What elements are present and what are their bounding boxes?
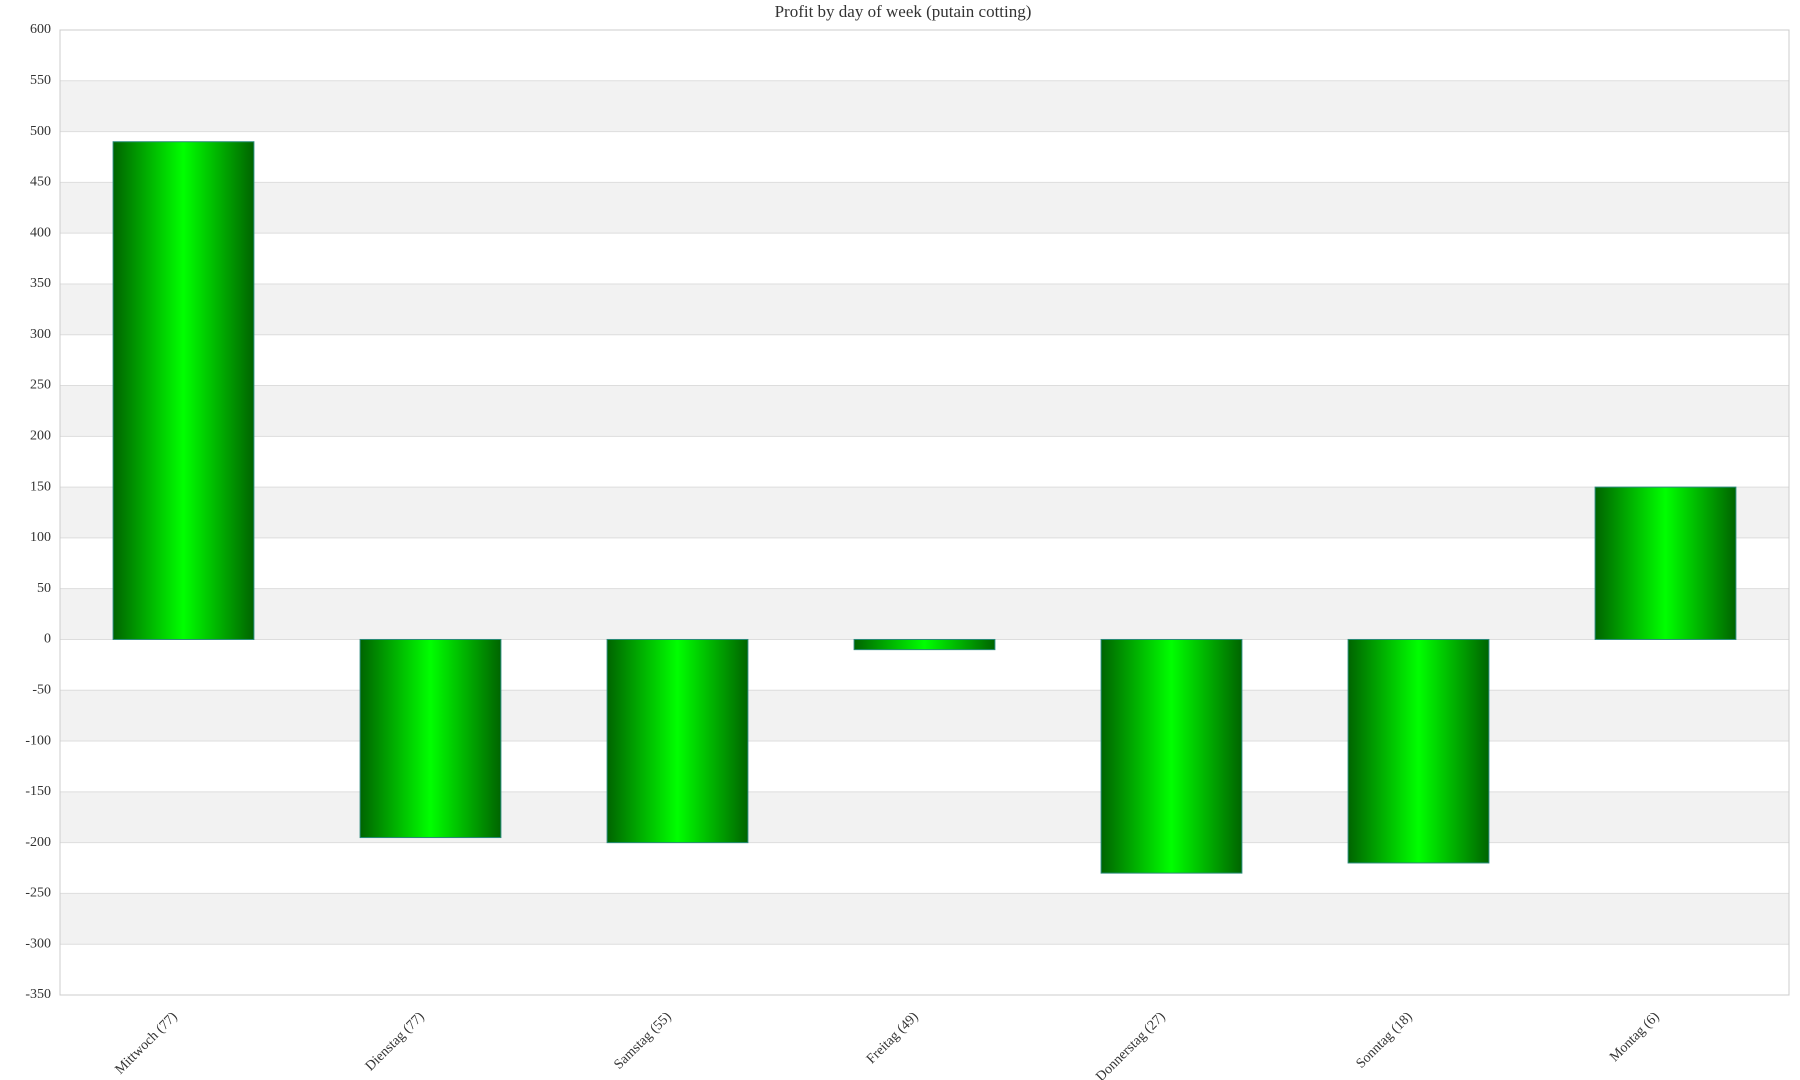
bar [1594,486,1737,640]
x-tick-label: Sonntag (18) [1354,1009,1416,1071]
chart-title: Profit by day of week (putain cotting) [775,2,1032,21]
y-tick-label: -350 [25,987,51,1002]
y-tick-label: 200 [30,429,51,444]
grid-band [60,80,1789,132]
y-tick-label: -300 [25,936,51,951]
y-tick-label: -50 [32,682,51,697]
bar [606,638,749,844]
x-tick-label: Freitag (49) [864,1009,922,1067]
bar [112,141,255,640]
grid-band [60,182,1789,234]
y-tick-label: 100 [30,530,51,545]
grid-band [60,690,1789,742]
grid-band [60,791,1789,843]
y-tick-label: 300 [30,327,51,342]
bar [359,638,502,839]
y-tick-label: -100 [25,733,51,748]
bar [1347,638,1490,864]
x-tick-label: Dienstag (77) [363,1009,428,1074]
x-tick-label: Montag (6) [1607,1009,1663,1065]
y-tick-label: -200 [25,835,51,850]
y-tick-label: 50 [37,581,51,596]
x-tick-label: Samstag (55) [611,1009,674,1072]
x-tick-label: Mittwoch (77) [113,1009,181,1077]
y-tick-label: 400 [30,225,51,240]
grid-band [60,893,1789,945]
grid-band [60,588,1789,640]
plot-border [59,29,1790,996]
y-tick-label: 350 [30,276,51,291]
y-tick-label: 0 [44,632,51,647]
y-tick-label: -150 [25,784,51,799]
y-tick-label: 550 [30,73,51,88]
y-tick-label: -250 [25,886,51,901]
y-tick-label: 250 [30,378,51,393]
y-tick-label: 600 [30,22,51,37]
bar [853,638,996,651]
grid-band [60,283,1789,335]
grid-band [60,385,1789,437]
x-tick-label: Donnerstag (27) [1093,1009,1168,1080]
y-tick-label: 500 [30,124,51,139]
grid-band [60,487,1789,538]
y-tick-label: 450 [30,175,51,190]
bar [1100,638,1243,874]
y-tick-label: 150 [30,479,51,494]
